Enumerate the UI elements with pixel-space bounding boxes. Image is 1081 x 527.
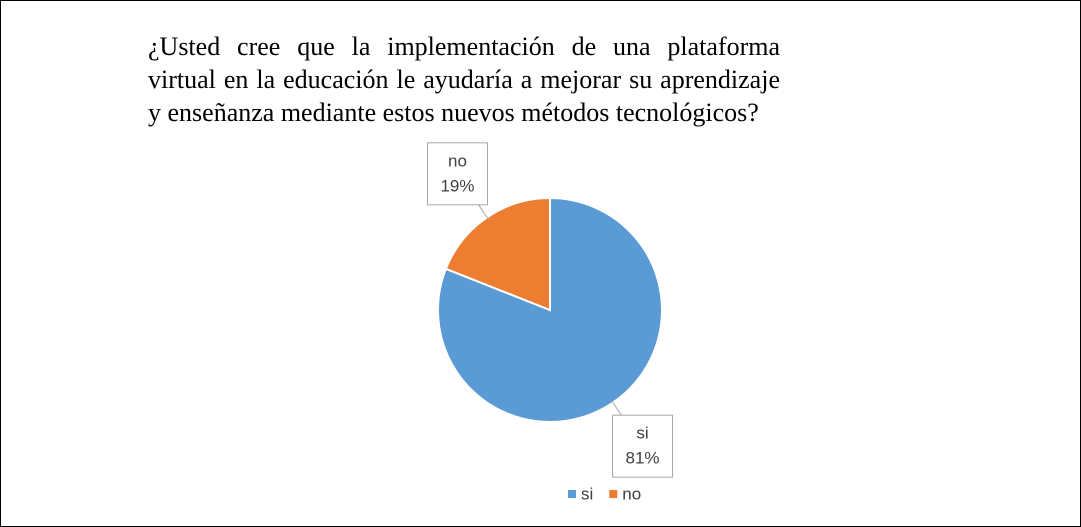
data-label-category: si <box>636 424 648 443</box>
data-label-value: 19% <box>440 176 474 195</box>
data-label-value: 81% <box>626 449 660 468</box>
legend-swatch <box>568 490 576 498</box>
legend-label: si <box>581 484 593 503</box>
data-label-box <box>426 142 488 206</box>
legend-swatch <box>609 490 618 498</box>
data-label-box <box>612 414 674 478</box>
legend-label: no <box>622 484 641 503</box>
data-label-category: no <box>448 151 467 170</box>
chart-title: ¿Usted cree que la implementación de una… <box>148 32 780 127</box>
